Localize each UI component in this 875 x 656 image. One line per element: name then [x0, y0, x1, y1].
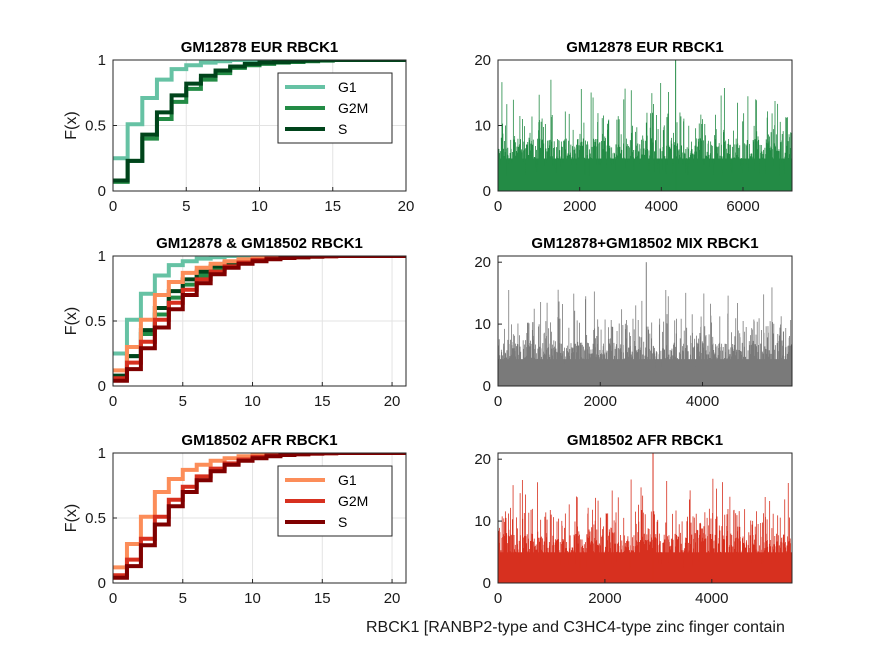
- x-tick-label: 0: [109, 590, 117, 607]
- y-tick-label: 10: [474, 513, 491, 530]
- legend: G1 G2M S: [277, 465, 393, 537]
- y-axis-label: F(x): [63, 504, 80, 532]
- y-tick-label: 10: [474, 316, 491, 333]
- y-tick-label: 1: [98, 445, 106, 462]
- chart-panel-1: 0 5 10 15 20 0 0.5 1 GM12878 EUR RBCK1 F(x) G1 G2M S: [63, 39, 414, 215]
- cdf-line-s: [113, 453, 406, 580]
- chart-title: GM12878 EUR RBCK1: [181, 39, 339, 56]
- x-tick-label: 0: [494, 393, 502, 410]
- legend-label: G1: [338, 472, 357, 488]
- figure-label: RBCK1 [RANBP2-type and C3HC4-type zinc f…: [366, 619, 785, 636]
- legend-label: G2M: [338, 100, 368, 116]
- x-tick-label: 4000: [686, 393, 719, 410]
- y-tick-label: 1: [98, 248, 106, 265]
- legend-label: G1: [338, 79, 357, 95]
- chart-panel-5: 0 5 10 15 20 0 0.5 1 GM18502 AFR RBCK1 F(x) G1 G2M S: [63, 432, 407, 607]
- axes-frame: [497, 255, 793, 387]
- x-tick-label: 5: [179, 590, 187, 607]
- x-tick-label: 2000: [588, 590, 621, 607]
- x-tick-label: 20: [384, 590, 401, 607]
- x-tick-label: 6000: [726, 198, 759, 215]
- legend: G1 G2M S: [277, 72, 393, 144]
- y-tick-label: 0: [483, 378, 491, 395]
- x-tick-label: 2000: [563, 198, 596, 215]
- x-tick-label: 20: [384, 393, 401, 410]
- x-tick-label: 2000: [584, 393, 617, 410]
- x-tick-label: 10: [244, 393, 261, 410]
- y-tick-label: 20: [474, 254, 491, 271]
- data-layer: [498, 453, 792, 583]
- x-tick-label: 0: [109, 393, 117, 410]
- cdf-line-s: [113, 60, 406, 183]
- cdf-line-g1: [113, 60, 406, 161]
- data-layer: [498, 262, 792, 386]
- bar-spikes: [498, 79, 792, 191]
- y-tick-label: 1: [98, 52, 106, 69]
- bar-spikes: [498, 287, 792, 386]
- y-tick-label: 0: [98, 183, 106, 200]
- y-tick-label: 20: [474, 451, 491, 468]
- y-tick-label: 0: [98, 378, 106, 395]
- chart-panel-6: 0 2000 4000 0 10 20 GM18502 AFR RBCK1: [474, 432, 793, 607]
- chart-title: GM18502 AFR RBCK1: [567, 432, 723, 449]
- axes-frame: [497, 452, 793, 584]
- y-axis-label: F(x): [63, 307, 80, 335]
- x-tick-label: 20: [398, 198, 415, 215]
- y-tick-label: 0.5: [85, 313, 106, 330]
- y-tick-label: 0.5: [85, 118, 106, 135]
- x-tick-label: 15: [314, 393, 331, 410]
- x-tick-label: 15: [324, 198, 341, 215]
- y-tick-label: 0: [483, 183, 491, 200]
- y-tick-label: 0: [483, 575, 491, 592]
- y-tick-label: 10: [474, 118, 491, 135]
- legend-label: S: [338, 121, 347, 137]
- chart-panel-2: 0 2000 4000 6000 0 10 20 GM12878 EUR RBCK1: [474, 39, 793, 215]
- data-layer: [498, 60, 792, 191]
- chart-title: GM12878 EUR RBCK1: [566, 39, 724, 56]
- y-axis-label: F(x): [63, 111, 80, 139]
- cdf-line-series-1: [113, 256, 406, 356]
- x-tick-label: 10: [251, 198, 268, 215]
- legend-label: G2M: [338, 493, 368, 509]
- y-tick-label: 0.5: [85, 510, 106, 527]
- chart-title: GM12878 & GM18502 RBCK1: [156, 235, 363, 252]
- bar-spikes: [498, 478, 792, 583]
- chart-panel-3: 0 5 10 15 20 0 0.5 1 GM12878 & GM18502 RBCK1 F(x): [63, 235, 407, 410]
- chart-panel-4: 0 2000 4000 0 10 20 GM12878+GM18502 MIX RBCK1: [474, 235, 793, 410]
- data-layer: [113, 60, 406, 184]
- x-tick-label: 5: [182, 198, 190, 215]
- x-tick-label: 5: [179, 393, 187, 410]
- x-tick-label: 0: [494, 590, 502, 607]
- x-tick-label: 10: [244, 590, 261, 607]
- chart-title: GM12878+GM18502 MIX RBCK1: [531, 235, 758, 252]
- cdf-line-series-6: [113, 256, 406, 383]
- chart-title: GM18502 AFR RBCK1: [181, 432, 337, 449]
- y-tick-label: 0: [98, 575, 106, 592]
- data-layer: [113, 256, 406, 383]
- legend-label: S: [338, 514, 347, 530]
- x-tick-label: 15: [314, 590, 331, 607]
- x-tick-label: 0: [109, 198, 117, 215]
- x-tick-label: 4000: [645, 198, 678, 215]
- y-tick-label: 20: [474, 52, 491, 69]
- x-tick-label: 0: [494, 198, 502, 215]
- x-tick-label: 4000: [695, 590, 728, 607]
